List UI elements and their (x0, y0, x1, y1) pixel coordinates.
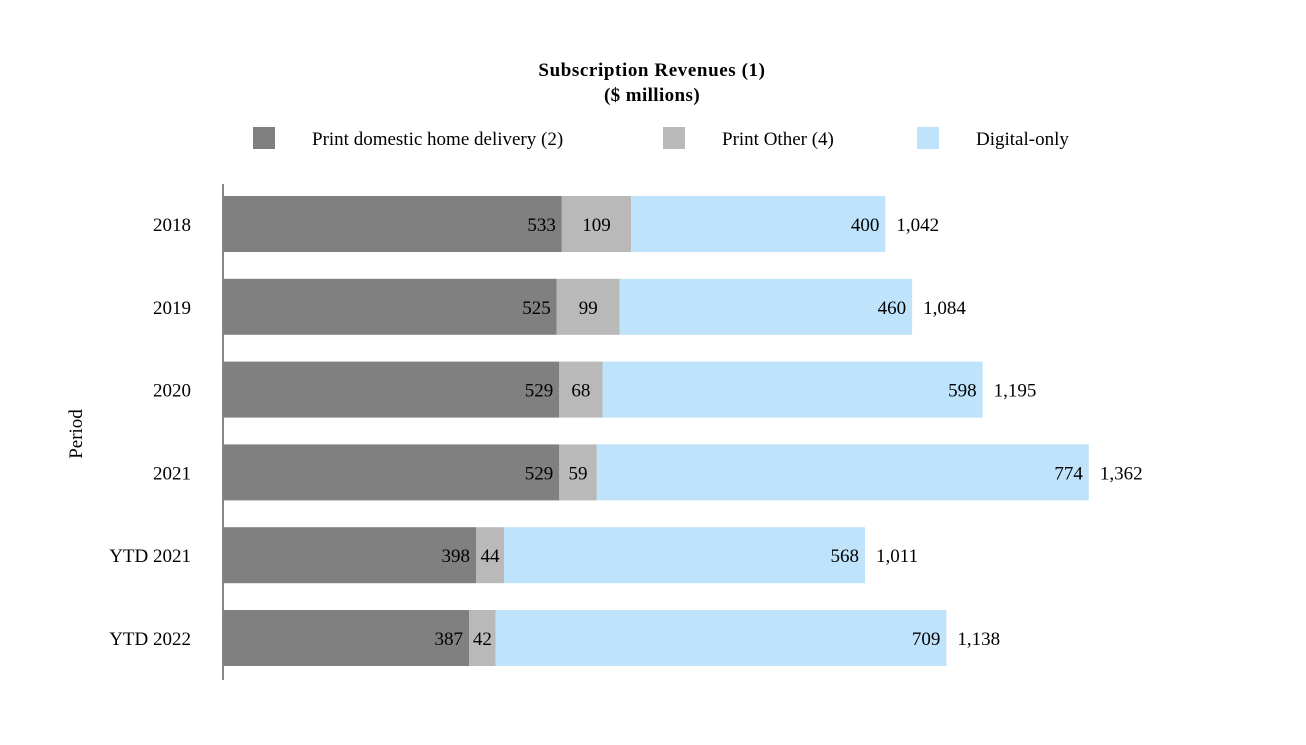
chart-subtitle: ($ millions) (604, 85, 700, 106)
legend-swatch-1 (253, 127, 275, 149)
total-label: 1,138 (957, 629, 1000, 650)
total-label: 1,195 (994, 381, 1037, 402)
data-label: 525 (522, 298, 551, 319)
data-label: 460 (878, 298, 907, 319)
legend-label-3: Digital-only (976, 129, 1069, 150)
total-label: 1,042 (896, 215, 939, 236)
category-label: YTD 2022 (109, 629, 191, 650)
bar-segment-1 (223, 444, 560, 501)
data-label: 529 (525, 463, 554, 484)
total-label: 1,362 (1100, 463, 1143, 484)
y-axis-title: Period (66, 409, 87, 459)
total-label: 1,011 (876, 546, 918, 567)
legend-swatch-3 (917, 127, 939, 149)
bar-segment-2 (476, 527, 504, 584)
data-label: 44 (480, 546, 500, 567)
chart-title: Subscription Revenues (1) (538, 60, 765, 81)
bar-segment-1 (223, 361, 560, 418)
data-label: 42 (473, 629, 492, 650)
bar-segment-3 (602, 361, 983, 418)
data-label: 709 (912, 629, 941, 650)
data-label: 400 (851, 215, 880, 236)
bar-segment-1 (223, 196, 562, 252)
bar-segment-1 (223, 610, 470, 666)
bar-segment-2 (556, 278, 620, 335)
data-label: 774 (1054, 463, 1083, 484)
legend-label-2: Print Other (4) (722, 129, 834, 150)
bar-segment-3 (619, 278, 913, 335)
legend: Print domestic home delivery (2) Print Ot… (253, 127, 1069, 150)
category-label: YTD 2021 (109, 546, 191, 567)
bar-segment-1 (223, 278, 557, 335)
data-label: 533 (527, 215, 556, 236)
data-label: 109 (582, 215, 611, 236)
data-label: 99 (579, 298, 598, 319)
bar-segment-2 (469, 610, 496, 666)
category-label: 2018 (153, 215, 191, 236)
data-label: 568 (831, 546, 860, 567)
bars-group: 2018 533 109 400 1,042 2019 525 99 460 1,084 2020 5… (109, 196, 1143, 666)
data-label: 598 (948, 381, 977, 402)
data-label: 398 (442, 546, 471, 567)
bar-segment-1 (223, 527, 477, 584)
data-label: 59 (569, 463, 588, 484)
bar-segment-3 (503, 527, 866, 584)
category-label: 2020 (153, 381, 191, 402)
bar-segment-2 (561, 196, 632, 252)
category-label: 2019 (153, 298, 191, 319)
data-label: 68 (571, 381, 590, 402)
data-label: 387 (435, 629, 464, 650)
category-label: 2021 (153, 463, 191, 484)
legend-swatch-2 (663, 127, 685, 149)
total-label: 1,084 (923, 298, 966, 319)
bar-segment-3 (495, 610, 947, 666)
data-label: 529 (525, 381, 554, 402)
legend-label-1: Print domestic home delivery (2) (312, 129, 563, 150)
bar-segment-3 (596, 444, 1089, 501)
bar-segment-3 (631, 196, 886, 252)
bar-segment-2 (559, 444, 597, 501)
bar-segment-2 (559, 361, 603, 418)
